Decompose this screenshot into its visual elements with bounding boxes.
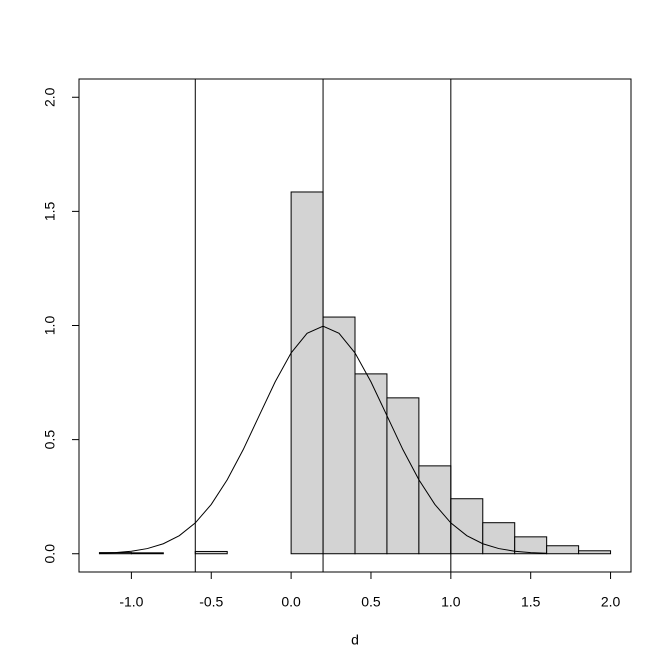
bar <box>546 545 580 555</box>
y-tick-label: 0.5 <box>42 430 58 450</box>
x-axis-label: d <box>351 632 359 648</box>
x-tick-label: 0.5 <box>361 594 381 610</box>
y-tick-label: 2.0 <box>42 87 58 107</box>
x-tick-label: -0.5 <box>199 594 223 610</box>
y-tick-label: 0.0 <box>42 544 58 564</box>
x-tick-label: 1.0 <box>441 594 461 610</box>
bar <box>322 316 356 555</box>
y-tick-label: 1.5 <box>42 201 58 221</box>
x-tick-label: 2.0 <box>601 594 621 610</box>
x-tick-label: 0.0 <box>281 594 301 610</box>
bar <box>418 465 452 555</box>
x-tick-label: 1.5 <box>521 594 541 610</box>
x-tick-label: -1.0 <box>119 594 143 610</box>
bar <box>386 397 420 555</box>
bar <box>578 550 612 555</box>
y-tick-label: 1.0 <box>42 316 58 336</box>
bar <box>130 552 164 555</box>
bar <box>290 191 324 555</box>
bar <box>194 550 228 555</box>
bar <box>482 522 516 555</box>
bar <box>354 373 388 555</box>
